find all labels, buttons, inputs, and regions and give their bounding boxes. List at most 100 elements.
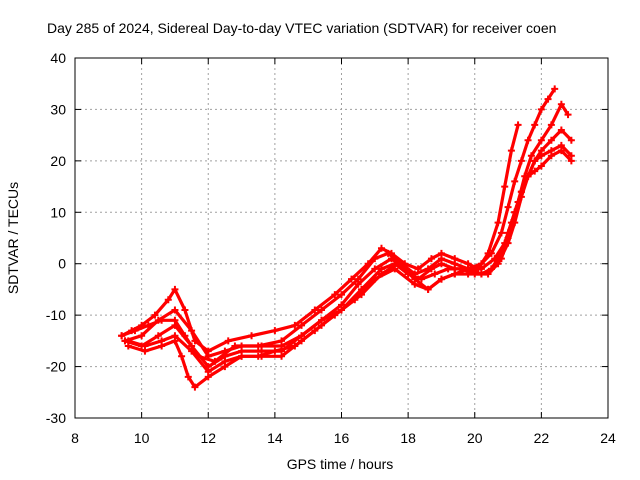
x-tick-label: 22 — [534, 430, 550, 446]
data-point — [224, 337, 232, 345]
y-tick-label: 40 — [50, 50, 66, 66]
data-point — [544, 95, 552, 103]
data-point — [451, 270, 459, 278]
data-point — [347, 275, 355, 283]
series-layer — [118, 85, 575, 391]
x-tick-label: 18 — [400, 430, 416, 446]
data-point — [158, 342, 166, 350]
data-point — [437, 275, 445, 283]
data-point — [291, 321, 299, 329]
data-point — [371, 265, 379, 273]
data-point — [151, 311, 159, 319]
data-point — [427, 265, 435, 273]
data-point — [507, 147, 515, 155]
grid — [75, 58, 608, 418]
data-point — [464, 270, 472, 278]
data-point — [384, 249, 392, 257]
data-point — [537, 105, 545, 113]
data-point — [424, 285, 432, 293]
data-point — [557, 100, 565, 108]
data-point — [394, 260, 402, 268]
data-point — [311, 306, 319, 314]
series-line-2 — [119, 87, 557, 363]
data-point — [557, 147, 565, 155]
y-axis-label: SDTVAR / TECUs — [5, 182, 21, 294]
x-tick-label: 24 — [600, 430, 616, 446]
data-point — [118, 332, 126, 340]
data-point — [318, 306, 326, 314]
y-tick-label: 30 — [50, 101, 66, 117]
data-point — [181, 306, 189, 314]
data-point — [154, 316, 162, 324]
data-point — [531, 121, 539, 129]
data-point — [377, 244, 385, 252]
data-point — [351, 296, 359, 304]
data-point — [331, 311, 339, 319]
y-tick-label: -20 — [46, 359, 66, 375]
data-point — [567, 136, 575, 144]
data-point — [494, 219, 502, 227]
data-point — [487, 249, 495, 257]
data-point — [124, 342, 132, 350]
data-point — [547, 152, 555, 160]
data-point — [551, 85, 559, 93]
data-point — [171, 321, 179, 329]
data-point — [487, 265, 495, 273]
data-point — [164, 296, 172, 304]
data-point — [524, 136, 532, 144]
x-tick-label: 8 — [71, 430, 79, 446]
data-point — [531, 157, 539, 165]
data-point — [567, 157, 575, 165]
ticks: 8 10 12 14 16 18 20 22 24 -30 -20 -10 0 10 20 30 40 — [46, 50, 616, 446]
data-point — [331, 291, 339, 299]
data-point — [278, 352, 286, 360]
data-point — [371, 275, 379, 283]
data-point — [291, 342, 299, 350]
y-tick-label: -30 — [46, 410, 66, 426]
data-point — [537, 136, 545, 144]
y-tick-label: -10 — [46, 307, 66, 323]
data-point — [564, 111, 572, 119]
data-point — [138, 332, 146, 340]
data-point — [338, 291, 345, 299]
data-point — [221, 363, 229, 371]
data-point — [437, 260, 445, 268]
x-axis-label: GPS time / hours — [287, 456, 394, 472]
data-point — [531, 167, 539, 175]
data-point — [501, 183, 509, 191]
data-point — [178, 352, 186, 360]
data-point — [477, 270, 485, 278]
data-point — [504, 203, 512, 211]
data-point — [537, 152, 545, 160]
data-point — [204, 373, 212, 381]
data-point — [184, 373, 192, 381]
data-point — [427, 255, 435, 263]
data-point — [411, 280, 419, 288]
data-point — [527, 152, 535, 160]
data-point — [188, 327, 196, 335]
data-point — [354, 280, 362, 288]
data-point — [524, 172, 532, 180]
data-point — [431, 270, 439, 278]
y-tick-label: 10 — [50, 204, 66, 220]
data-point — [391, 265, 399, 273]
chart-title: Day 285 of 2024, Sidereal Day-to-day VTE… — [47, 20, 556, 36]
x-tick-label: 10 — [134, 430, 150, 446]
data-point — [497, 249, 505, 257]
data-point — [547, 121, 555, 129]
data-point — [141, 347, 149, 355]
data-point — [537, 162, 545, 170]
x-tick-label: 16 — [334, 430, 350, 446]
data-point — [514, 121, 522, 129]
x-tick-label: 20 — [467, 430, 483, 446]
data-point — [188, 347, 196, 355]
data-point — [497, 229, 505, 237]
data-point — [271, 327, 279, 335]
data-point — [371, 255, 379, 263]
data-point — [517, 157, 525, 165]
data-point — [504, 229, 512, 237]
data-point — [271, 347, 279, 355]
data-point — [517, 188, 525, 196]
data-point — [191, 383, 199, 391]
